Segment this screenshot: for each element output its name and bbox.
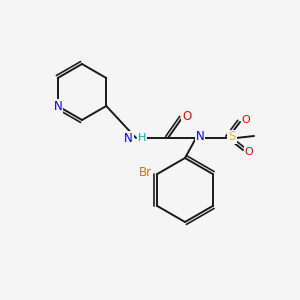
Text: O: O — [244, 147, 253, 157]
Text: N: N — [53, 100, 62, 112]
Text: N: N — [196, 130, 204, 143]
Text: O: O — [242, 115, 250, 125]
Text: N: N — [124, 131, 133, 145]
Text: S: S — [228, 130, 236, 143]
Text: O: O — [182, 110, 192, 122]
Text: Br: Br — [139, 166, 152, 178]
Text: H: H — [138, 133, 146, 143]
